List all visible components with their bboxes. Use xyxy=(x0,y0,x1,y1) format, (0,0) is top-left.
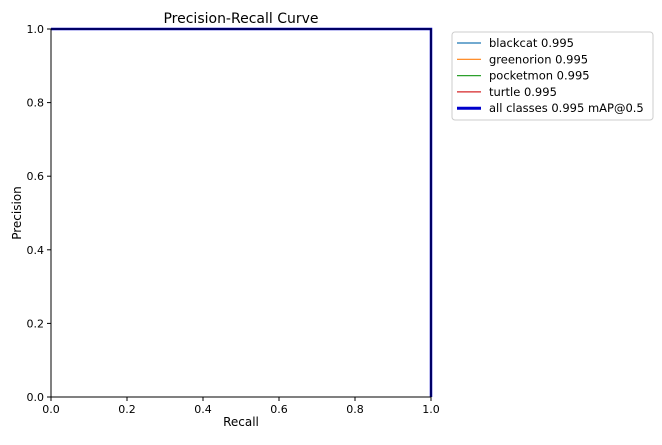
legend-label-0: blackcat 0.995 xyxy=(489,36,574,50)
x-tick-label: 0.0 xyxy=(42,403,60,416)
y-tick-label: 0.8 xyxy=(27,97,45,110)
legend-label-3: turtle 0.995 xyxy=(489,85,557,99)
plot-background xyxy=(51,29,431,397)
legend: blackcat 0.995 greenorion 0.995 pocketmon … xyxy=(451,31,654,121)
legend-box xyxy=(451,31,654,121)
legend-label-2: pocketmon 0.995 xyxy=(489,69,590,83)
x-tick-label: 0.2 xyxy=(118,403,136,416)
y-tick-label: 1.0 xyxy=(27,23,45,36)
y-axis-label: Precision xyxy=(10,186,24,240)
x-tick-label: 0.4 xyxy=(194,403,212,416)
y-tick-label: 0.6 xyxy=(27,170,45,183)
legend-label-1: greenorion 0.995 xyxy=(489,52,588,66)
plot-frame xyxy=(50,28,432,398)
legend-label-4: all classes 0.995 mAP@0.5 xyxy=(489,101,644,115)
y-tick-label: 0.0 xyxy=(27,391,45,404)
x-axis-label: Recall xyxy=(223,415,259,429)
x-axis-ticks: 0.0 0.2 0.4 0.6 0.8 1.0 xyxy=(42,397,440,416)
legend-items: blackcat 0.995 greenorion 0.995 pocketmon … xyxy=(457,36,644,115)
x-tick-label: 1.0 xyxy=(422,403,440,416)
y-tick-label: 0.2 xyxy=(27,317,45,330)
y-axis-ticks: 0.0 0.2 0.4 0.6 0.8 1.0 xyxy=(27,23,51,404)
x-tick-label: 0.6 xyxy=(270,403,288,416)
x-tick-label: 0.8 xyxy=(346,403,364,416)
chart-title: Precision-Recall Curve xyxy=(163,11,318,27)
y-tick-label: 0.4 xyxy=(27,244,45,257)
plot-area xyxy=(50,27,433,398)
